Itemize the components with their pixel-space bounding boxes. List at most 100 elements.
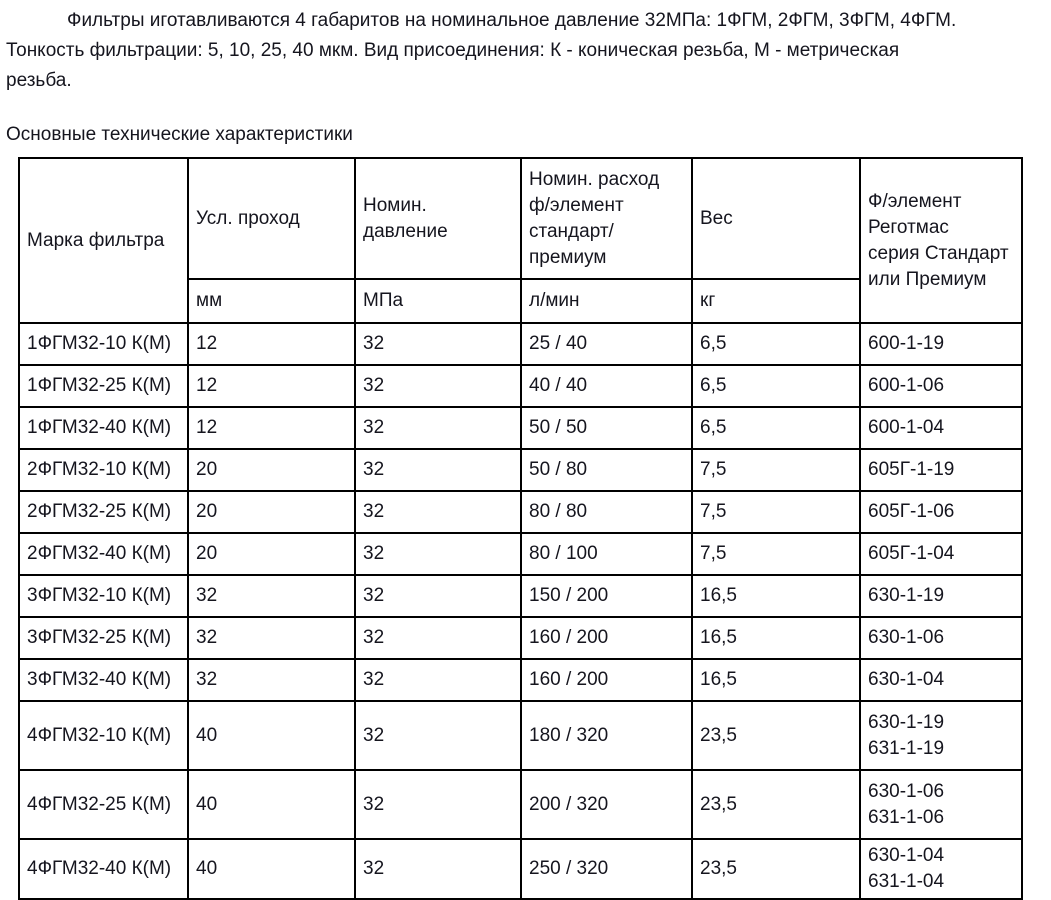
unit-cell-flow: л/мин [520, 278, 693, 324]
cell-mark: 4ФГМ32-25 К(М) [18, 769, 189, 840]
cell-element: 630-1-19 631-1-19 [859, 700, 1023, 771]
cell-weight: 23,5 [691, 700, 861, 771]
cell-pressure: 32 [354, 574, 522, 618]
header-cell-pass: Усл. проход [187, 157, 356, 280]
cell-pass: 12 [187, 364, 356, 408]
cell-pressure: 32 [354, 700, 522, 771]
cell-pass: 12 [187, 406, 356, 450]
cell-pass: 20 [187, 490, 356, 534]
cell-element: 600-1-06 [859, 364, 1023, 408]
cell-mark: 1ФГМ32-40 К(М) [18, 406, 189, 450]
table-row: 4ФГМ32-25 К(М) 40 32 200 / 320 23,5 630-… [18, 769, 1023, 840]
section-title: Основные технические характеристики [6, 124, 353, 145]
cell-flow: 200 / 320 [520, 769, 693, 840]
cell-pressure: 32 [354, 838, 522, 900]
cell-mark: 4ФГМ32-10 К(М) [18, 700, 189, 771]
cell-weight: 23,5 [691, 838, 861, 900]
table-row: 2ФГМ32-25 К(М) 20 32 80 / 80 7,5 605Г-1-… [18, 490, 1023, 534]
table-row: 3ФГМ32-25 К(М) 32 32 160 / 200 16,5 630-… [18, 616, 1023, 660]
table-row: 3ФГМ32-10 К(М) 32 32 150 / 200 16,5 630-… [18, 574, 1023, 618]
table-row: 1ФГМ32-40 К(М) 12 32 50 / 50 6,5 600-1-0… [18, 406, 1023, 450]
cell-mark: 1ФГМ32-25 К(М) [18, 364, 189, 408]
table-row: 1ФГМ32-25 К(М) 12 32 40 / 40 6,5 600-1-0… [18, 364, 1023, 408]
cell-element: 605Г-1-04 [859, 532, 1023, 576]
header-row: Марка фильтра Усл. проход Номин. давлени… [18, 157, 1023, 324]
cell-weight: 7,5 [691, 448, 861, 492]
header-cell-weight: Вес [691, 157, 861, 280]
cell-pressure: 32 [354, 448, 522, 492]
header-cell-flow: Номин. расход ф/элемент стандарт/ премиу… [520, 157, 693, 280]
cell-weight: 7,5 [691, 532, 861, 576]
cell-pass: 32 [187, 616, 356, 660]
cell-pressure: 32 [354, 532, 522, 576]
cell-element: 630-1-04 631-1-04 [859, 838, 1023, 900]
cell-mark: 2ФГМ32-25 К(М) [18, 490, 189, 534]
cell-pass: 20 [187, 532, 356, 576]
table-row: 1ФГМ32-10 К(М) 12 32 25 / 40 6,5 600-1-1… [18, 322, 1023, 366]
table-row: 3ФГМ32-40 К(М) 32 32 160 / 200 16,5 630-… [18, 658, 1023, 702]
cell-weight: 7,5 [691, 490, 861, 534]
cell-pressure: 32 [354, 406, 522, 450]
unit-cell-pass: мм [187, 278, 356, 324]
cell-pressure: 32 [354, 616, 522, 660]
cell-weight: 6,5 [691, 322, 861, 366]
cell-pass: 32 [187, 658, 356, 702]
cell-pressure: 32 [354, 364, 522, 408]
cell-element: 630-1-19 [859, 574, 1023, 618]
cell-flow: 80 / 100 [520, 532, 693, 576]
cell-weight: 6,5 [691, 406, 861, 450]
cell-flow: 40 / 40 [520, 364, 693, 408]
cell-weight: 23,5 [691, 769, 861, 840]
cell-flow: 150 / 200 [520, 574, 693, 618]
cell-flow: 250 / 320 [520, 838, 693, 900]
cell-mark: 3ФГМ32-10 К(М) [18, 574, 189, 618]
cell-weight: 16,5 [691, 658, 861, 702]
table-row: 4ФГМ32-40 К(М) 40 32 250 / 320 23,5 630-… [18, 838, 1023, 900]
cell-element: 605Г-1-06 [859, 490, 1023, 534]
cell-pass: 20 [187, 448, 356, 492]
cell-flow: 25 / 40 [520, 322, 693, 366]
cell-pressure: 32 [354, 490, 522, 534]
cell-mark: 3ФГМ32-25 К(М) [18, 616, 189, 660]
cell-pass: 12 [187, 322, 356, 366]
cell-weight: 16,5 [691, 574, 861, 618]
cell-flow: 80 / 80 [520, 490, 693, 534]
cell-mark: 2ФГМ32-40 К(М) [18, 532, 189, 576]
cell-flow: 50 / 50 [520, 406, 693, 450]
units-row: мм МПа л/мин кг [19, 278, 1022, 324]
cell-element: 600-1-19 [859, 322, 1023, 366]
cell-flow: 160 / 200 [520, 616, 693, 660]
unit-cell-weight: кг [691, 278, 861, 324]
cell-element: 605Г-1-19 [859, 448, 1023, 492]
cell-element: 600-1-04 [859, 406, 1023, 450]
cell-pressure: 32 [354, 322, 522, 366]
cell-element: 630-1-06 [859, 616, 1023, 660]
intro-paragraph: Фильтры иготавливаются 4 габаритов на но… [6, 10, 957, 91]
cell-weight: 16,5 [691, 616, 861, 660]
cell-element: 630-1-04 [859, 658, 1023, 702]
table-row: 2ФГМ32-40 К(М) 20 32 80 / 100 7,5 605Г-1… [18, 532, 1023, 576]
cell-flow: 160 / 200 [520, 658, 693, 702]
unit-cell-pressure: МПа [354, 278, 522, 324]
table-row: 2ФГМ32-10 К(М) 20 32 50 / 80 7,5 605Г-1-… [18, 448, 1023, 492]
header-cell-element: Ф/элемент Реготмас серия Стандарт или Пр… [859, 157, 1023, 324]
cell-pass: 40 [187, 838, 356, 900]
cell-pass: 32 [187, 574, 356, 618]
cell-pass: 40 [187, 769, 356, 840]
specs-table: Марка фильтра Усл. проход Номин. давлени… [18, 157, 1023, 900]
table-row: 4ФГМ32-10 К(М) 40 32 180 / 320 23,5 630-… [18, 700, 1023, 771]
header-cell-mark: Марка фильтра [18, 157, 189, 324]
cell-mark: 3ФГМ32-40 К(М) [18, 658, 189, 702]
cell-pressure: 32 [354, 769, 522, 840]
cell-mark: 2ФГМ32-10 К(М) [18, 448, 189, 492]
cell-pass: 40 [187, 700, 356, 771]
cell-element: 630-1-06 631-1-06 [859, 769, 1023, 840]
header-cell-pressure: Номин. давление [354, 157, 522, 280]
cell-mark: 4ФГМ32-40 К(М) [18, 838, 189, 900]
cell-flow: 50 / 80 [520, 448, 693, 492]
cell-mark: 1ФГМ32-10 К(М) [18, 322, 189, 366]
cell-pressure: 32 [354, 658, 522, 702]
cell-weight: 6,5 [691, 364, 861, 408]
cell-flow: 180 / 320 [520, 700, 693, 771]
